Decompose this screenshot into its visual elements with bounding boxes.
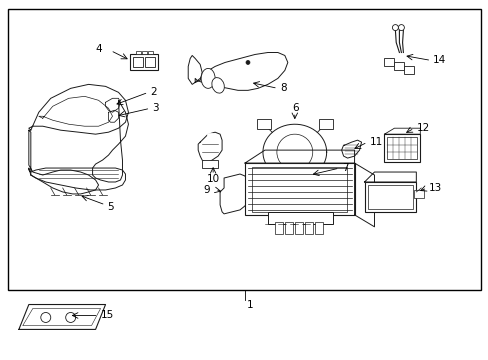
Bar: [244, 163, 354, 215]
FancyBboxPatch shape: [318, 119, 332, 129]
Text: 15: 15: [101, 310, 114, 320]
Text: 10: 10: [207, 174, 220, 184]
Text: 7: 7: [341, 163, 347, 173]
Bar: [274, 222, 282, 234]
Text: 6: 6: [291, 103, 298, 113]
Bar: [294, 222, 302, 234]
Bar: [148, 50, 153, 54]
Text: 5: 5: [107, 202, 114, 212]
Text: 3: 3: [152, 103, 159, 113]
Bar: [202, 160, 218, 168]
Bar: [145, 58, 155, 67]
Bar: [404, 67, 413, 75]
FancyBboxPatch shape: [318, 175, 332, 185]
Text: 4: 4: [95, 44, 102, 54]
Text: 14: 14: [432, 55, 446, 66]
Circle shape: [392, 24, 398, 31]
FancyBboxPatch shape: [256, 175, 270, 185]
Bar: [386, 137, 416, 159]
Circle shape: [398, 24, 404, 31]
Bar: [413, 190, 424, 198]
Text: 12: 12: [415, 123, 428, 133]
Ellipse shape: [211, 78, 224, 93]
Ellipse shape: [201, 68, 215, 88]
Bar: [8, 9, 480, 289]
Text: 1: 1: [246, 300, 253, 310]
Bar: [364, 182, 415, 212]
Bar: [394, 62, 404, 71]
Bar: [384, 58, 394, 67]
Circle shape: [245, 60, 249, 64]
Circle shape: [276, 134, 312, 170]
Bar: [251, 167, 346, 212]
Bar: [136, 50, 141, 54]
Circle shape: [41, 312, 51, 323]
Bar: [304, 222, 312, 234]
Bar: [285, 222, 292, 234]
Text: 9: 9: [203, 185, 209, 195]
Bar: [314, 222, 322, 234]
Bar: [267, 212, 332, 224]
Bar: [133, 58, 143, 67]
Bar: [384, 134, 420, 162]
Text: 8: 8: [279, 84, 286, 93]
Text: 2: 2: [150, 87, 157, 97]
Text: 13: 13: [428, 183, 442, 193]
Text: 11: 11: [369, 137, 382, 147]
FancyBboxPatch shape: [256, 119, 270, 129]
Bar: [142, 50, 147, 54]
Bar: [130, 54, 158, 71]
Circle shape: [65, 312, 76, 323]
Bar: [367, 185, 412, 209]
